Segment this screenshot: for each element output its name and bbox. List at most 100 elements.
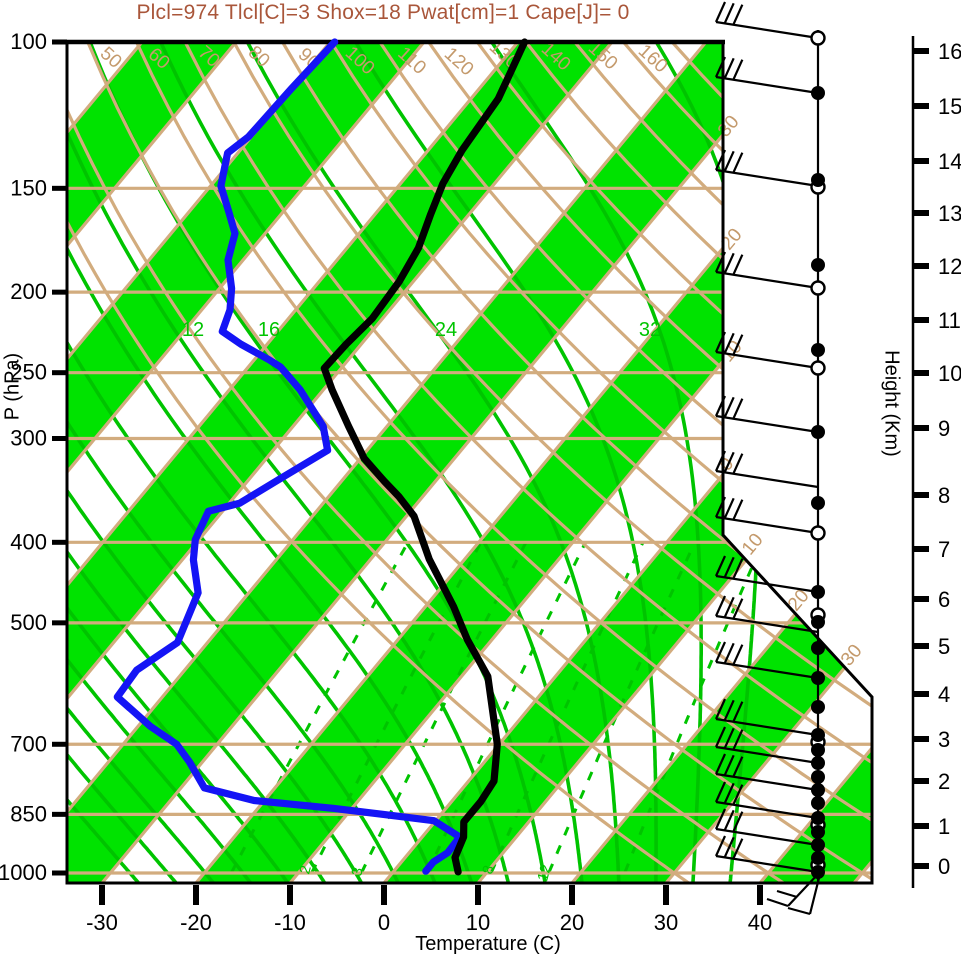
wind-station-open-dot bbox=[810, 525, 826, 541]
wind-station-dot bbox=[811, 756, 825, 770]
height-tick-label: 12 bbox=[938, 254, 961, 279]
wind-barb-tick bbox=[723, 727, 735, 749]
wind-barb-tick bbox=[714, 450, 727, 472]
wind-barb-tick bbox=[732, 756, 744, 778]
moist-adiabat-line bbox=[67, 42, 258, 883]
dry-adiabat-line bbox=[135, 42, 872, 883]
dry-adiabat-line bbox=[329, 42, 872, 883]
moist-adiabat-line bbox=[67, 42, 184, 883]
pressure-tick-label: 100 bbox=[10, 29, 47, 54]
wind-barb-tick bbox=[732, 398, 744, 420]
wind-barb-tick bbox=[732, 499, 744, 521]
wind-station-dot bbox=[811, 585, 825, 599]
wind-station-dot bbox=[811, 838, 825, 852]
isotherm-line bbox=[67, 42, 614, 883]
wind-station-dot bbox=[811, 173, 825, 187]
wind-barb-tick bbox=[723, 809, 735, 831]
isotherm-line bbox=[67, 42, 238, 883]
height-tick-label: 16 bbox=[938, 39, 961, 64]
moist-adiabat-line bbox=[67, 42, 147, 883]
mixing-ratio-line bbox=[539, 541, 697, 883]
wind-barb-tick bbox=[732, 152, 744, 174]
wind-barb-tick bbox=[723, 451, 735, 473]
mixing-ratio-label: 12 bbox=[534, 863, 555, 884]
wind-barb-tick bbox=[766, 897, 789, 908]
wind-barb-tick bbox=[723, 782, 735, 804]
temperature-tick-label: 10 bbox=[466, 910, 490, 935]
moist-adiabat-label: 12 bbox=[182, 319, 204, 341]
wind-barb-tick bbox=[776, 889, 798, 899]
wind-barb-tick bbox=[732, 838, 744, 860]
pressure-axis-title: P (hPa) bbox=[1, 352, 24, 421]
green-band bbox=[572, 42, 872, 883]
sounding-parameters-title: Plcl=974 Tlcl[C]=3 Shox=18 Pwat[cm]=1 Ca… bbox=[136, 1, 630, 24]
temperature-tick-label: 40 bbox=[748, 910, 772, 935]
isotherm-line bbox=[67, 42, 332, 883]
wind-station-dot bbox=[811, 743, 825, 757]
wind-station-dot bbox=[811, 728, 825, 742]
moist-adiabat-line bbox=[159, 42, 585, 883]
wind-barb-tick bbox=[732, 644, 744, 666]
height-axis-title: Height (Km) bbox=[880, 350, 903, 457]
dry-adiabat-line bbox=[378, 42, 872, 883]
pressure-tick-label: 700 bbox=[10, 731, 47, 756]
wind-station-dot bbox=[811, 770, 825, 784]
moist-adiabat-line bbox=[67, 42, 440, 883]
moist-adiabat-label: 32 bbox=[639, 319, 661, 341]
wind-barb-tick bbox=[714, 726, 727, 748]
wind-barb-staff bbox=[715, 614, 819, 634]
height-tick-label: 4 bbox=[938, 682, 950, 707]
wind-barb-tick bbox=[714, 251, 727, 273]
wind-station-dot bbox=[811, 671, 825, 685]
pressure-tick-label: 200 bbox=[10, 279, 47, 304]
wind-station-dot bbox=[811, 865, 825, 879]
wind-barb-staff bbox=[715, 168, 819, 188]
dry-adiabat-label: 160 bbox=[634, 41, 672, 78]
height-tick-label: 15 bbox=[938, 94, 961, 119]
temperature-axis-title: Temperature (C) bbox=[415, 933, 561, 955]
wind-station-open-dot bbox=[810, 30, 826, 46]
wind-barb-tick bbox=[714, 149, 727, 171]
wind-barb-tick bbox=[723, 497, 735, 519]
green-band bbox=[67, 42, 424, 883]
moist-adiabat-label: 24 bbox=[435, 319, 457, 341]
wind-barb-staff bbox=[715, 270, 819, 290]
isotherm-line bbox=[67, 42, 520, 883]
dry-adiabat-line bbox=[232, 42, 872, 883]
wind-barb-tick bbox=[732, 598, 744, 620]
temperature-curve bbox=[320, 38, 529, 876]
wind-station-dot bbox=[811, 615, 825, 629]
wind-barb-tick bbox=[732, 784, 744, 806]
dry-adiabat-line bbox=[183, 42, 872, 883]
wind-barb-tick bbox=[732, 729, 744, 751]
wind-barb-tick bbox=[732, 254, 744, 276]
wind-station-dot bbox=[811, 700, 825, 714]
wind-barb-tick bbox=[723, 556, 735, 578]
wind-station-dot bbox=[811, 425, 825, 439]
wind-barb-column bbox=[714, 1, 826, 916]
wind-barb-tick bbox=[714, 395, 727, 417]
pressure-tick-label: 1000 bbox=[0, 860, 47, 885]
isotherm-line bbox=[67, 42, 426, 883]
temperature-axis: -30 -20 -10 0 10 20 30 40 bbox=[86, 885, 772, 935]
wind-station-open-dot bbox=[810, 360, 826, 376]
wind-barb-staff bbox=[715, 827, 819, 847]
wind-barb-tick bbox=[723, 2, 735, 24]
temperature-tick-label: -20 bbox=[180, 910, 212, 935]
wind-barb-staff bbox=[715, 745, 819, 765]
wind-station-dot bbox=[811, 86, 825, 100]
height-tick-label: 2 bbox=[938, 769, 950, 794]
height-tick-label: 14 bbox=[938, 149, 961, 174]
wind-barb-staff bbox=[715, 20, 819, 40]
wind-barb-tick bbox=[714, 835, 727, 857]
wind-barb-tick bbox=[723, 332, 735, 354]
wind-barb-tick bbox=[723, 252, 735, 274]
temperature-tick-label: 0 bbox=[378, 910, 390, 935]
dewpoint-curve bbox=[113, 38, 464, 875]
pressure-tick-label: 150 bbox=[10, 175, 47, 200]
height-tick-label: 0 bbox=[938, 854, 950, 879]
wind-barb-staff bbox=[715, 414, 819, 434]
